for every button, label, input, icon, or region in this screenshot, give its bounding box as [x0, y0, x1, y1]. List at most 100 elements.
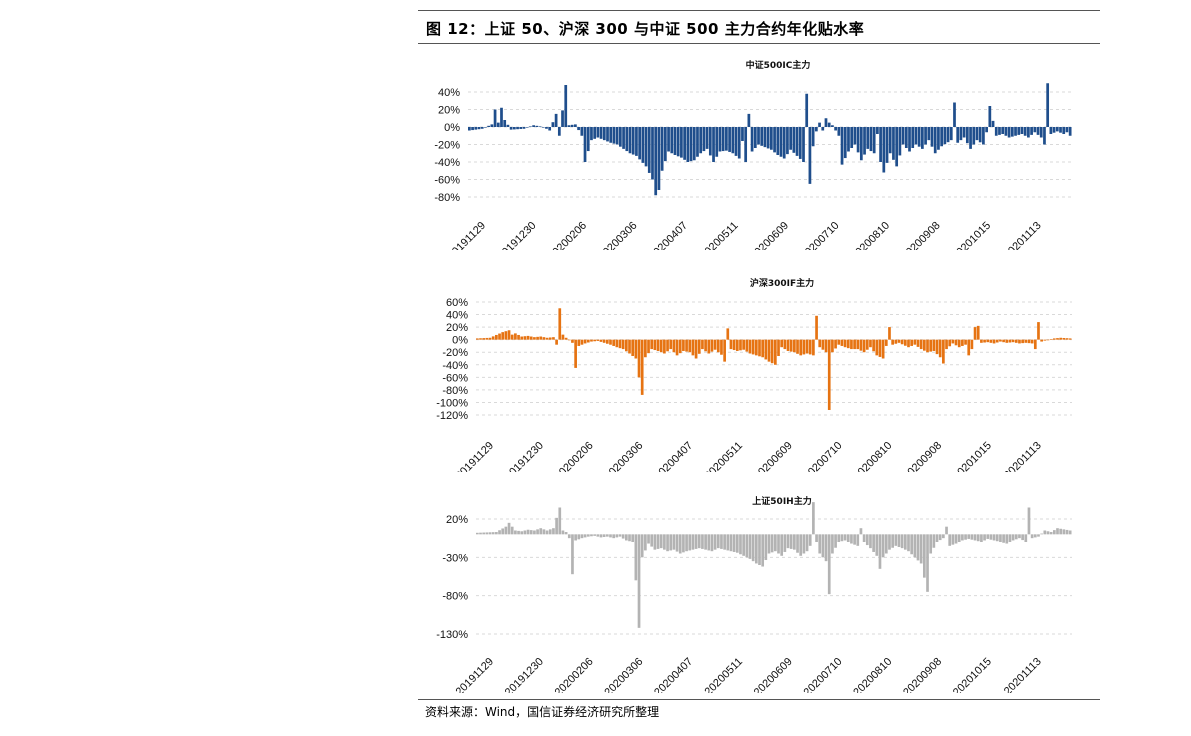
footer-rule	[418, 699, 1100, 700]
bar	[995, 534, 999, 542]
chart-title: 上证50IH主力	[752, 495, 811, 507]
bar	[994, 127, 998, 136]
bar	[558, 308, 562, 340]
bar	[840, 127, 844, 165]
bar	[761, 534, 765, 567]
bar	[903, 534, 907, 550]
bar	[904, 127, 908, 148]
bar	[694, 534, 698, 549]
bar	[641, 127, 645, 163]
bar	[638, 127, 642, 160]
bar	[976, 325, 980, 340]
source-note: 资料来源：Wind，国信证券经济研究所整理	[425, 705, 660, 719]
bar	[640, 339, 644, 395]
x-tick-label: 20200407	[647, 220, 690, 250]
bar	[596, 127, 600, 138]
bar	[628, 127, 632, 154]
bar	[599, 127, 603, 139]
bar	[571, 339, 574, 343]
bar	[1018, 339, 1021, 344]
x-tick-label: 20200407	[652, 440, 695, 472]
bar	[884, 534, 888, 554]
bar	[744, 127, 748, 162]
y-tick-label: -130%	[436, 629, 468, 641]
bar	[663, 534, 666, 550]
x-tick-label: 20201015	[951, 656, 994, 693]
bar	[726, 328, 730, 340]
y-tick-label: -100%	[436, 397, 468, 409]
bar	[751, 339, 755, 355]
bar	[512, 127, 516, 130]
x-tick-label: 20200609	[748, 220, 791, 250]
bar	[869, 534, 872, 549]
bar	[795, 127, 799, 156]
bar	[783, 534, 787, 552]
bar	[555, 339, 558, 345]
bar	[1062, 529, 1066, 535]
bar	[1052, 127, 1056, 133]
x-tick-label: 20200810	[851, 656, 894, 693]
bar	[716, 534, 720, 549]
bar	[831, 534, 834, 554]
bar	[666, 339, 669, 352]
bar	[739, 534, 742, 555]
bar	[683, 127, 686, 160]
bar	[659, 534, 663, 549]
bar	[843, 127, 847, 159]
bar	[988, 106, 992, 127]
bar	[577, 339, 581, 346]
bar	[1037, 322, 1040, 340]
bar	[1065, 338, 1069, 340]
bar	[1056, 528, 1059, 535]
bar	[798, 127, 802, 159]
bar	[773, 127, 776, 153]
bar	[875, 339, 879, 356]
bar	[948, 534, 952, 546]
bar	[895, 127, 899, 167]
bar	[606, 127, 609, 142]
bar	[495, 532, 498, 535]
bar	[1052, 338, 1056, 340]
bar	[827, 534, 831, 595]
bar	[932, 339, 936, 351]
bar	[1043, 127, 1046, 145]
bar	[1021, 534, 1024, 541]
bar	[520, 336, 524, 340]
bar	[903, 339, 907, 346]
bar	[938, 339, 942, 358]
bar	[716, 339, 720, 353]
bar	[1059, 528, 1063, 535]
bar	[998, 127, 1001, 135]
bar	[583, 339, 587, 344]
bar	[942, 534, 945, 539]
bar	[663, 127, 667, 162]
bar	[777, 339, 780, 356]
bar	[1005, 534, 1009, 544]
y-tick-label: 60%	[446, 297, 468, 309]
bar	[989, 339, 993, 343]
bar	[619, 127, 622, 147]
bar	[691, 534, 695, 550]
bar	[1062, 337, 1066, 340]
bar	[853, 339, 856, 350]
bar	[539, 336, 543, 340]
bar	[621, 339, 625, 350]
bar	[888, 127, 892, 154]
bar	[728, 127, 731, 152]
bar	[910, 339, 914, 346]
x-tick-label: 20200908	[900, 220, 943, 250]
bar	[485, 337, 489, 340]
bar	[986, 339, 990, 343]
bar	[552, 337, 555, 340]
bar	[954, 339, 958, 346]
bar	[631, 339, 635, 356]
bar	[519, 127, 523, 129]
bar	[872, 534, 875, 552]
bar	[975, 127, 979, 141]
bar	[888, 327, 891, 340]
bar	[770, 127, 773, 150]
bar	[686, 127, 690, 162]
bar	[770, 339, 774, 364]
bar	[651, 127, 654, 180]
bar	[1043, 339, 1047, 341]
